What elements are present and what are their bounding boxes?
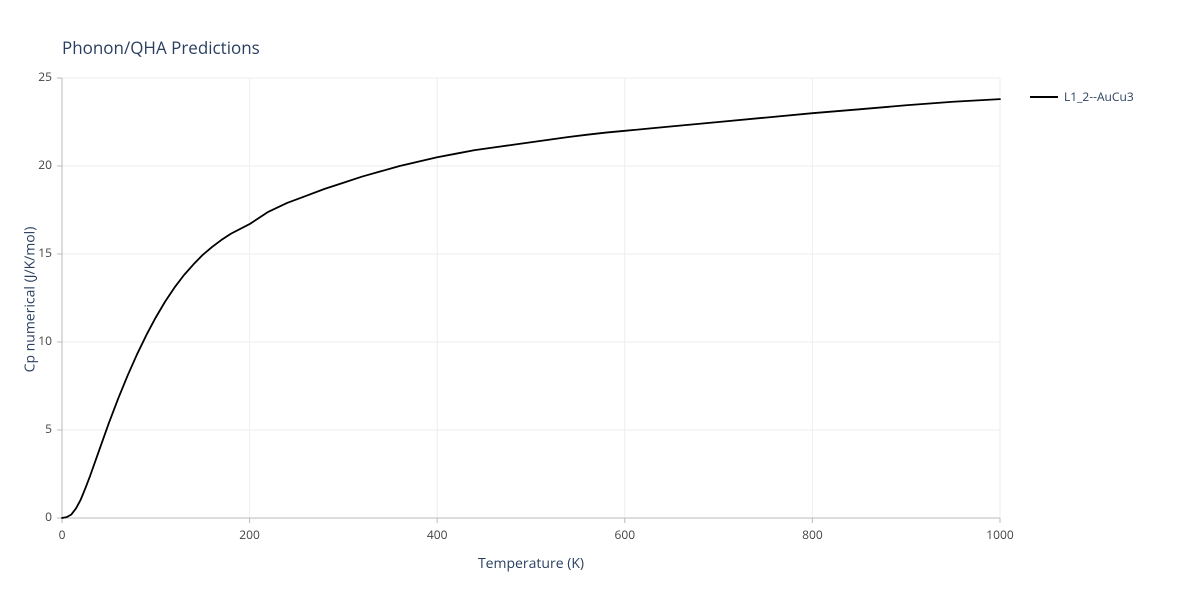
y-axis-label: Cp numerical (J/K/mol)	[21, 200, 40, 400]
x-tick-label: 400	[427, 526, 448, 543]
x-axis-label: Temperature (K)	[62, 554, 1000, 573]
y-tick-label: 15	[38, 244, 52, 261]
y-tick-label: 10	[38, 332, 52, 349]
x-tick-label: 200	[239, 526, 260, 543]
chart-svg: 0 200 400 600 800 1000 0 5 10 15 20 25	[0, 0, 1200, 600]
y-tick-label: 0	[45, 508, 52, 525]
x-tick-label: 800	[802, 526, 823, 543]
chart-container: Phonon/QHA Predictions 02004006008001000…	[0, 0, 1200, 600]
series-line[interactable]	[62, 99, 1000, 518]
legend-line-icon	[1030, 96, 1058, 98]
y-tick-label: 5	[45, 420, 52, 437]
x-tick-label: 0	[59, 526, 66, 543]
y-tick-label: 25	[38, 68, 52, 85]
legend-entry[interactable]: L1_2--AuCu3	[1030, 88, 1134, 105]
legend-label: L1_2--AuCu3	[1064, 88, 1134, 105]
x-tick-label: 1000	[986, 526, 1014, 543]
y-tick-label: 20	[38, 156, 52, 173]
x-tick-label: 600	[615, 526, 636, 543]
